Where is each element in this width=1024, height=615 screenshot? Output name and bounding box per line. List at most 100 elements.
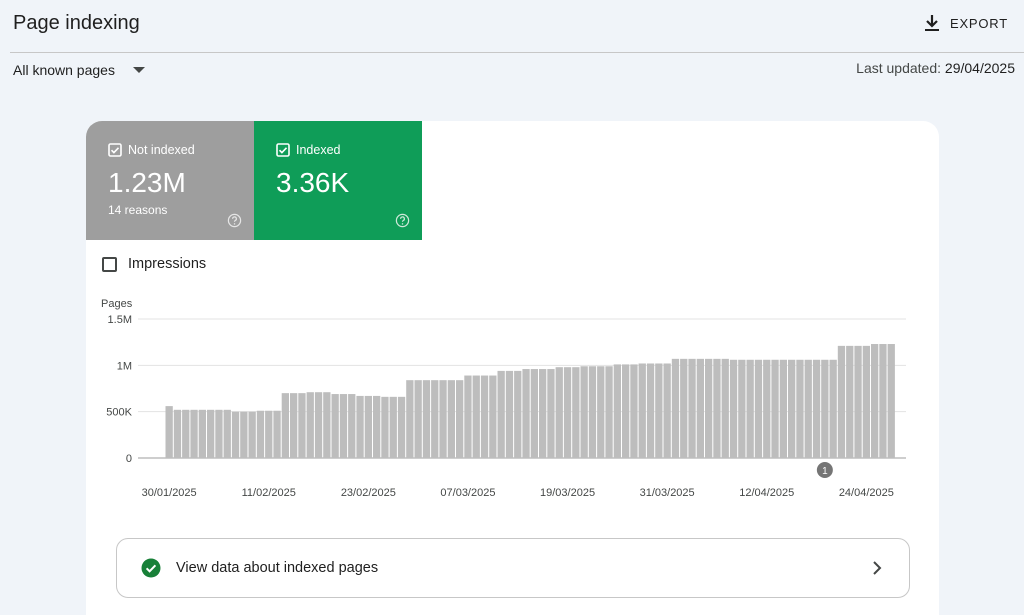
tile-indexed-header: Indexed [276, 143, 340, 157]
y-tick-label: 0 [126, 453, 132, 465]
chart-bar [555, 367, 563, 458]
check-circle-icon [141, 558, 161, 578]
chart-bar [580, 366, 588, 458]
x-tick-label: 24/04/2025 [839, 487, 894, 499]
help-icon[interactable] [395, 213, 410, 228]
chart-bar [406, 380, 414, 458]
tile-indexed[interactable]: Indexed 3.36K [254, 121, 422, 240]
chart-bar [539, 369, 547, 458]
download-icon [924, 15, 939, 31]
chart-bar [572, 367, 580, 458]
last-updated-label: Last updated: [856, 60, 942, 76]
chart-bar [854, 345, 862, 458]
chart-bar [514, 370, 522, 458]
chart-bar [763, 359, 771, 458]
chart-bar [622, 364, 630, 458]
chart-bar [356, 395, 364, 458]
help-icon[interactable] [227, 213, 242, 228]
chart-bar [779, 359, 787, 458]
chart-bar [605, 366, 613, 458]
chart-bar [207, 409, 215, 458]
chart-bar [422, 380, 431, 458]
x-tick-label: 31/03/2025 [640, 487, 695, 499]
view-indexed-pages-link[interactable]: View data about indexed pages [116, 538, 910, 598]
chart-bar [821, 359, 829, 458]
pages-filter-dropdown[interactable]: All known pages [13, 60, 145, 80]
chart-bar [879, 344, 887, 458]
chart-bar [447, 380, 455, 458]
chart-bar [248, 411, 256, 458]
chart-bar [281, 393, 289, 458]
chart-bar [680, 358, 688, 458]
chart-bar [887, 344, 895, 458]
x-tick-label: 19/03/2025 [540, 487, 595, 499]
chart-bar [348, 394, 356, 458]
chart-bar [273, 410, 281, 458]
chart-bar [638, 363, 646, 458]
chart-bar [182, 409, 190, 458]
chart-bar [314, 392, 323, 458]
indexing-card: Not indexed 1.23M 14 reasons Indexed 3.3… [86, 121, 939, 615]
chart-bar [381, 396, 389, 458]
tile-not-indexed-value: 1.23M [108, 167, 186, 198]
header-divider [10, 52, 1024, 53]
chart-bar [339, 394, 348, 458]
chart-bar [173, 409, 182, 458]
chart-bar [829, 359, 837, 458]
chart-bar [198, 409, 206, 458]
chart-bar [530, 369, 538, 458]
tile-not-indexed-label: Not indexed [128, 143, 195, 157]
chart-bar [771, 359, 779, 458]
chart-bar [522, 369, 530, 458]
chart-bar [505, 370, 514, 458]
chart-bar [306, 392, 314, 458]
chart-bar [223, 409, 231, 458]
x-tick-label: 30/01/2025 [142, 487, 197, 499]
chart-bar [862, 345, 870, 458]
chart-bar [705, 358, 713, 458]
last-updated: Last updated: 29/04/2025 [856, 60, 1015, 76]
chart-bar [489, 375, 497, 458]
impressions-toggle[interactable]: Impressions [102, 256, 206, 272]
chevron-right-icon [873, 561, 882, 575]
indexing-chart: Pages 0 500K 1M 1.5M 30/01/2025 11/02/2025 23/0… [101, 298, 906, 499]
chart-bar [298, 393, 306, 458]
chart-bar [738, 359, 746, 458]
chart-bar [713, 358, 721, 458]
y-tick-label: 500K [106, 407, 132, 419]
chart-bar [389, 396, 397, 458]
chart-bar [290, 393, 298, 458]
y-tick-label: 1M [117, 360, 132, 372]
chart-bar [646, 363, 655, 458]
chart-bar [215, 409, 223, 458]
chart-bar [397, 396, 406, 458]
chart-bar [431, 380, 439, 458]
page-title: Page indexing [13, 12, 140, 34]
chart-bar [331, 394, 339, 458]
page-header: Page indexing EXPORT [0, 0, 1024, 52]
chart-bar [588, 366, 597, 458]
chart-bar [240, 411, 248, 458]
chart-bar [655, 363, 663, 458]
chart-bar [721, 358, 729, 458]
chart-bar [190, 409, 198, 458]
caret-down-icon [132, 67, 145, 73]
chart-bar [256, 410, 265, 458]
chart-bar [663, 363, 671, 458]
chart-bar [804, 359, 812, 458]
chart-bar [597, 366, 605, 458]
chart-bar [472, 375, 480, 458]
chart-bar [837, 345, 846, 458]
chart-bar [613, 364, 621, 458]
chart-bar [754, 359, 763, 458]
chart-bar [671, 358, 680, 458]
export-button[interactable]: EXPORT [924, 10, 1008, 36]
x-tick-label: 23/02/2025 [341, 487, 396, 499]
tile-not-indexed[interactable]: Not indexed 1.23M 14 reasons [86, 121, 254, 240]
chart-bar [696, 358, 704, 458]
chart-bar [563, 367, 572, 458]
chart-bar [796, 359, 804, 458]
chart-bar [547, 369, 555, 458]
filter-selected: All known pages [13, 62, 115, 78]
impressions-checkbox[interactable] [102, 256, 117, 272]
